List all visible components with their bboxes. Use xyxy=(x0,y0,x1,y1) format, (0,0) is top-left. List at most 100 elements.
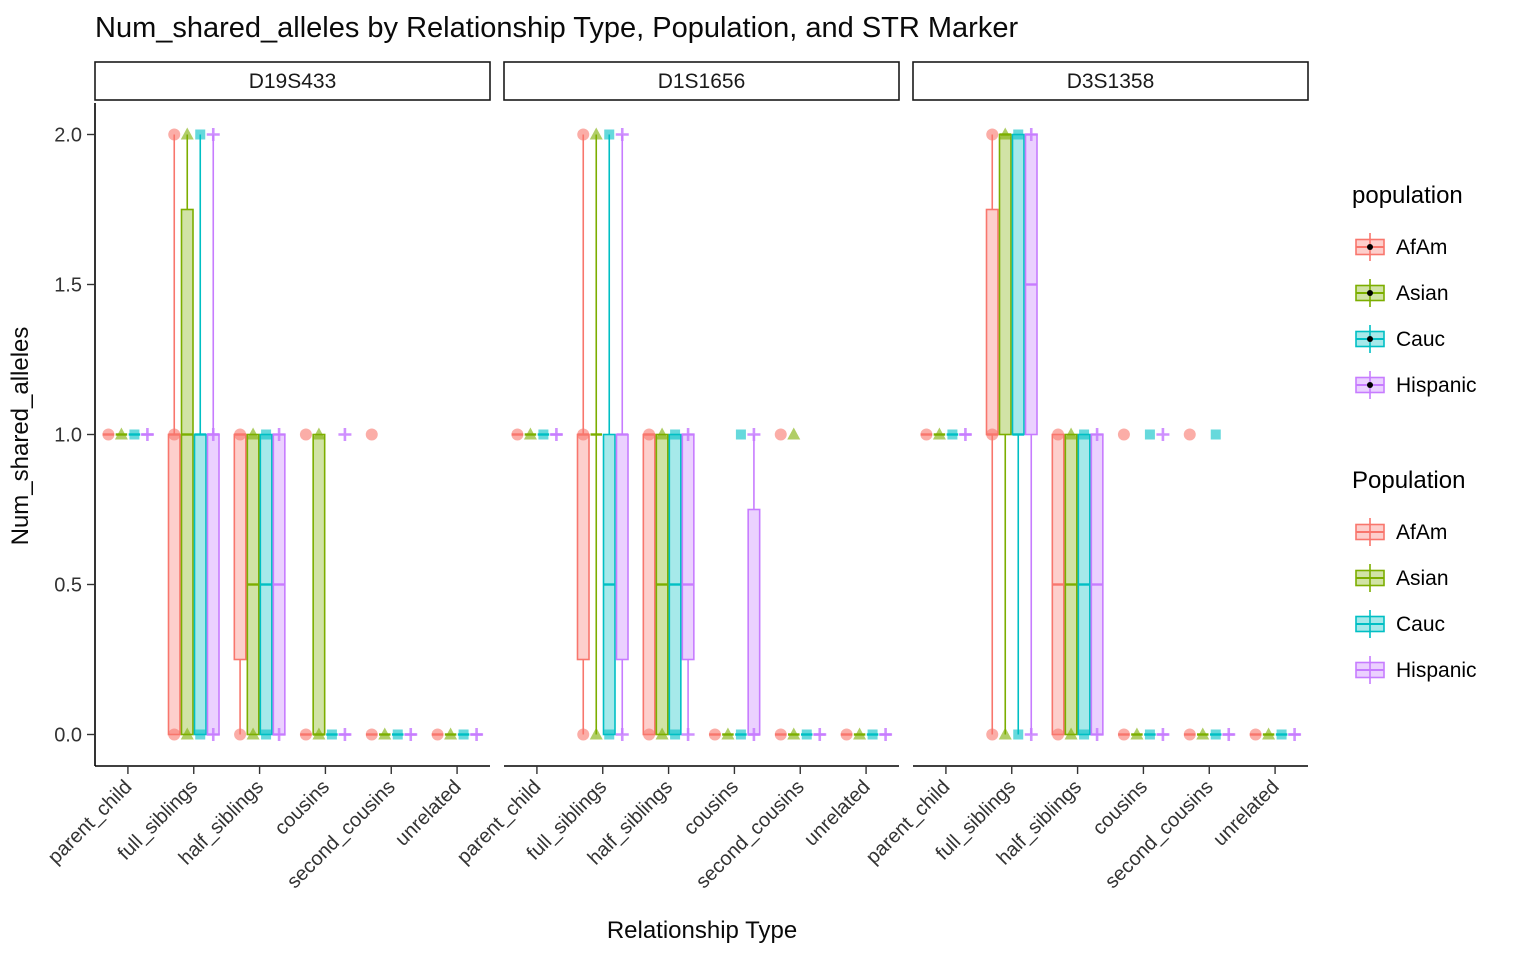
data-point-circle-icon xyxy=(774,728,787,741)
data-point-triangle-icon xyxy=(312,427,326,440)
boxplot xyxy=(813,728,827,741)
data-point-plus-icon xyxy=(1024,728,1038,741)
data-point-square-icon xyxy=(1013,129,1024,140)
data-point-triangle-icon xyxy=(312,727,326,740)
data-point-plus-icon xyxy=(1024,128,1038,141)
data-point-triangle-icon xyxy=(787,427,801,440)
boxplot xyxy=(735,429,747,740)
x-axis-title: Relationship Type xyxy=(607,917,797,944)
boxplot xyxy=(1144,429,1156,740)
boxplot xyxy=(1156,428,1170,741)
data-point-square-icon xyxy=(1013,729,1024,740)
data-point-circle-icon xyxy=(1117,428,1130,441)
data-point-square-icon xyxy=(670,429,681,440)
data-point-triangle-icon xyxy=(1130,727,1144,740)
data-point-triangle-icon xyxy=(932,427,946,440)
data-point-square-icon xyxy=(1144,729,1155,740)
boxplot xyxy=(114,427,128,440)
boxplot xyxy=(946,429,959,440)
data-point-square-icon xyxy=(1079,429,1090,440)
data-point-triangle-icon xyxy=(998,127,1012,140)
boxplot xyxy=(774,428,787,741)
boxplot xyxy=(853,727,867,740)
boxplot xyxy=(1196,727,1210,740)
data-point-plus-icon xyxy=(681,728,695,741)
boxplot xyxy=(1222,728,1236,741)
data-point-triangle-icon xyxy=(1064,727,1078,740)
data-point-square-icon xyxy=(1210,729,1221,740)
boxplot xyxy=(233,428,247,741)
boxplot xyxy=(1024,128,1038,741)
data-point-circle-icon xyxy=(986,728,999,741)
legend-key-AfAm xyxy=(1355,518,1385,546)
legend-label: AfAm xyxy=(1396,521,1447,544)
data-point-square-icon xyxy=(1079,729,1090,740)
boxplot xyxy=(338,428,352,741)
plot-area: D19S433parent_childfull_siblingshalf_sib… xyxy=(44,61,1477,893)
data-point-square-icon xyxy=(392,729,403,740)
boxplot xyxy=(668,429,682,740)
data-point-triangle-icon xyxy=(853,727,867,740)
boxplot xyxy=(312,427,326,740)
data-point-circle-icon xyxy=(920,428,933,441)
data-point-plus-icon xyxy=(1156,428,1170,441)
data-point-plus-icon xyxy=(879,728,893,741)
boxplot xyxy=(589,127,603,740)
data-point-triangle-icon xyxy=(180,127,194,140)
data-point-plus-icon xyxy=(549,428,563,441)
legend-label: Asian xyxy=(1396,567,1449,590)
data-point-circle-icon xyxy=(365,428,378,441)
boxplot xyxy=(392,729,404,740)
boxplot xyxy=(1249,728,1262,741)
legend-point-icon xyxy=(1367,336,1373,342)
data-point-triangle-icon xyxy=(787,727,801,740)
data-point-plus-icon xyxy=(1288,728,1302,741)
facet-strip xyxy=(94,61,491,101)
data-point-circle-icon xyxy=(431,728,444,741)
data-point-triangle-icon xyxy=(246,427,260,440)
boxplot xyxy=(747,428,761,741)
boxplot xyxy=(985,128,999,741)
boxplot xyxy=(523,427,537,440)
data-point-square-icon xyxy=(261,729,272,740)
boxplot xyxy=(1117,428,1130,741)
data-point-circle-icon xyxy=(1117,728,1130,741)
boxplot xyxy=(326,729,338,740)
boxplot xyxy=(404,728,418,741)
boxplot xyxy=(1064,427,1078,740)
boxplot xyxy=(787,427,801,740)
data-point-triangle-icon xyxy=(523,427,537,440)
boxplot xyxy=(1077,429,1091,740)
y-axis-title: Num_shared_alleles xyxy=(7,327,34,546)
data-point-square-icon xyxy=(1276,729,1287,740)
data-point-circle-icon xyxy=(577,728,590,741)
legend-key-Hispanic xyxy=(1355,656,1385,684)
data-point-triangle-icon xyxy=(444,727,458,740)
legend-point-icon xyxy=(1367,244,1373,250)
data-point-square-icon xyxy=(735,429,746,440)
boxplot xyxy=(1288,728,1302,741)
data-point-plus-icon xyxy=(470,728,484,741)
boxplot xyxy=(708,728,721,741)
boxplot xyxy=(206,128,220,741)
data-point-triangle-icon xyxy=(589,127,603,140)
y-tick-label: 1.0 xyxy=(54,425,82,447)
boxplot xyxy=(840,728,853,741)
boxplot xyxy=(879,728,893,741)
data-point-circle-icon xyxy=(708,728,721,741)
data-point-plus-icon xyxy=(140,428,154,441)
data-point-square-icon xyxy=(538,429,549,440)
boxplot xyxy=(365,428,378,741)
data-point-square-icon xyxy=(261,429,272,440)
data-point-plus-icon xyxy=(1222,728,1236,741)
data-point-plus-icon xyxy=(272,728,286,741)
data-point-plus-icon xyxy=(1090,728,1104,741)
data-point-circle-icon xyxy=(840,728,853,741)
data-point-triangle-icon xyxy=(378,727,392,740)
boxplot xyxy=(431,728,444,741)
boxplot xyxy=(1090,428,1104,741)
data-point-circle-icon xyxy=(1183,728,1196,741)
legend-key-AfAm xyxy=(1355,233,1385,261)
boxplot xyxy=(1183,428,1196,741)
data-point-plus-icon xyxy=(338,428,352,441)
